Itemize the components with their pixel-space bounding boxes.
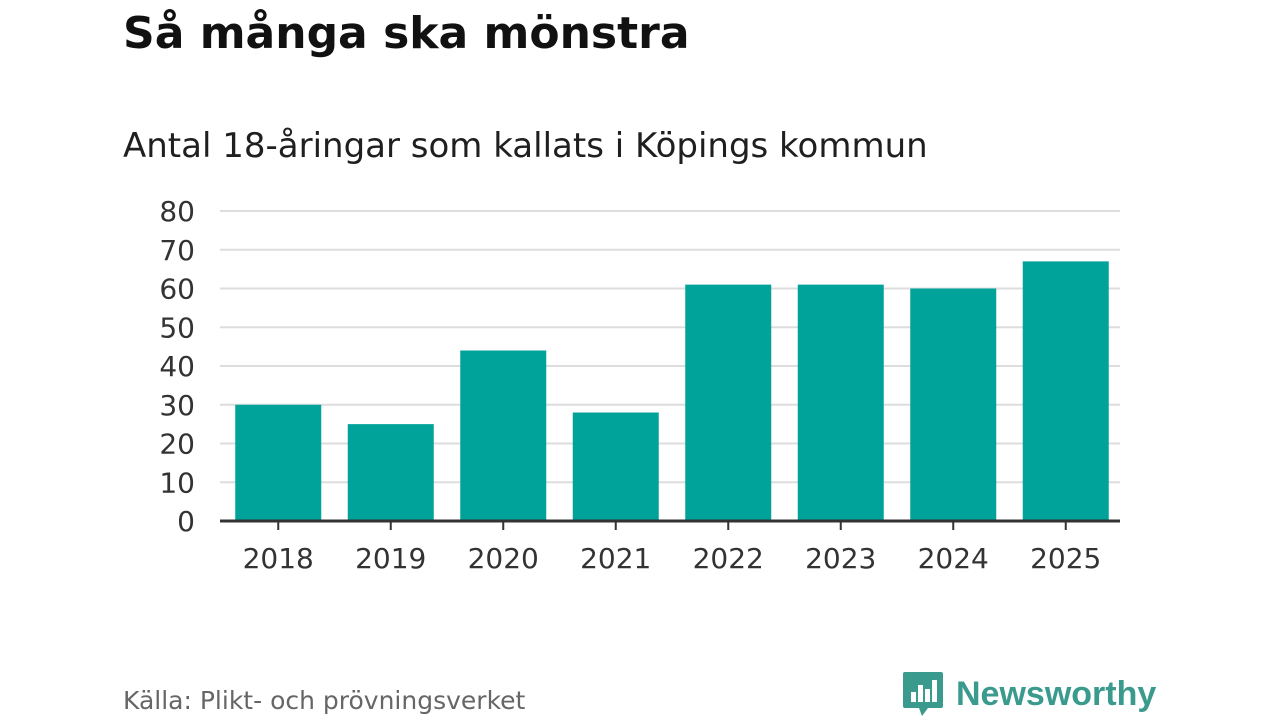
x-tick-label: 2025 xyxy=(1030,542,1101,575)
x-tick-label: 2024 xyxy=(918,542,989,575)
y-tick-label: 10 xyxy=(159,466,195,499)
x-tick-label: 2021 xyxy=(580,542,651,575)
bar-2019 xyxy=(347,424,434,521)
bar-2021 xyxy=(572,412,659,521)
bar-2018 xyxy=(235,404,322,521)
y-tick-label: 80 xyxy=(159,195,195,228)
bar-2020 xyxy=(460,350,547,521)
y-tick-label: 60 xyxy=(159,273,195,306)
bar-2025 xyxy=(1022,261,1109,521)
chart-subtitle: Antal 18-åringar som kallats i Köpings k… xyxy=(123,126,928,166)
brand-logo: Newsworthy xyxy=(902,670,1156,718)
bar-2024 xyxy=(910,288,997,521)
chart-title: Så många ska mönstra xyxy=(123,8,690,59)
y-tick-label: 70 xyxy=(159,234,195,267)
x-tick-label: 2019 xyxy=(355,542,426,575)
bars xyxy=(235,261,1109,521)
y-axis-ticks: 0 10 20 30 40 50 60 70 80 xyxy=(159,195,195,538)
x-axis-ticks: 2018 2019 2020 2021 2022 2023 2024 2025 xyxy=(243,521,1101,575)
y-tick-label: 20 xyxy=(159,428,195,461)
source-note: Källa: Plikt- och prövningsverket xyxy=(123,686,526,715)
x-tick-label: 2022 xyxy=(693,542,764,575)
newsworthy-logo-icon xyxy=(903,672,943,716)
y-tick-label: 30 xyxy=(159,389,195,422)
bar-2023 xyxy=(797,284,884,521)
x-tick-label: 2018 xyxy=(243,542,314,575)
y-tick-label: 50 xyxy=(159,311,195,344)
x-tick-label: 2023 xyxy=(805,542,876,575)
bar-2022 xyxy=(685,284,772,521)
y-tick-label: 40 xyxy=(159,350,195,383)
x-tick-label: 2020 xyxy=(468,542,539,575)
y-tick-label: 0 xyxy=(177,505,195,538)
brand-name: Newsworthy xyxy=(956,674,1157,713)
